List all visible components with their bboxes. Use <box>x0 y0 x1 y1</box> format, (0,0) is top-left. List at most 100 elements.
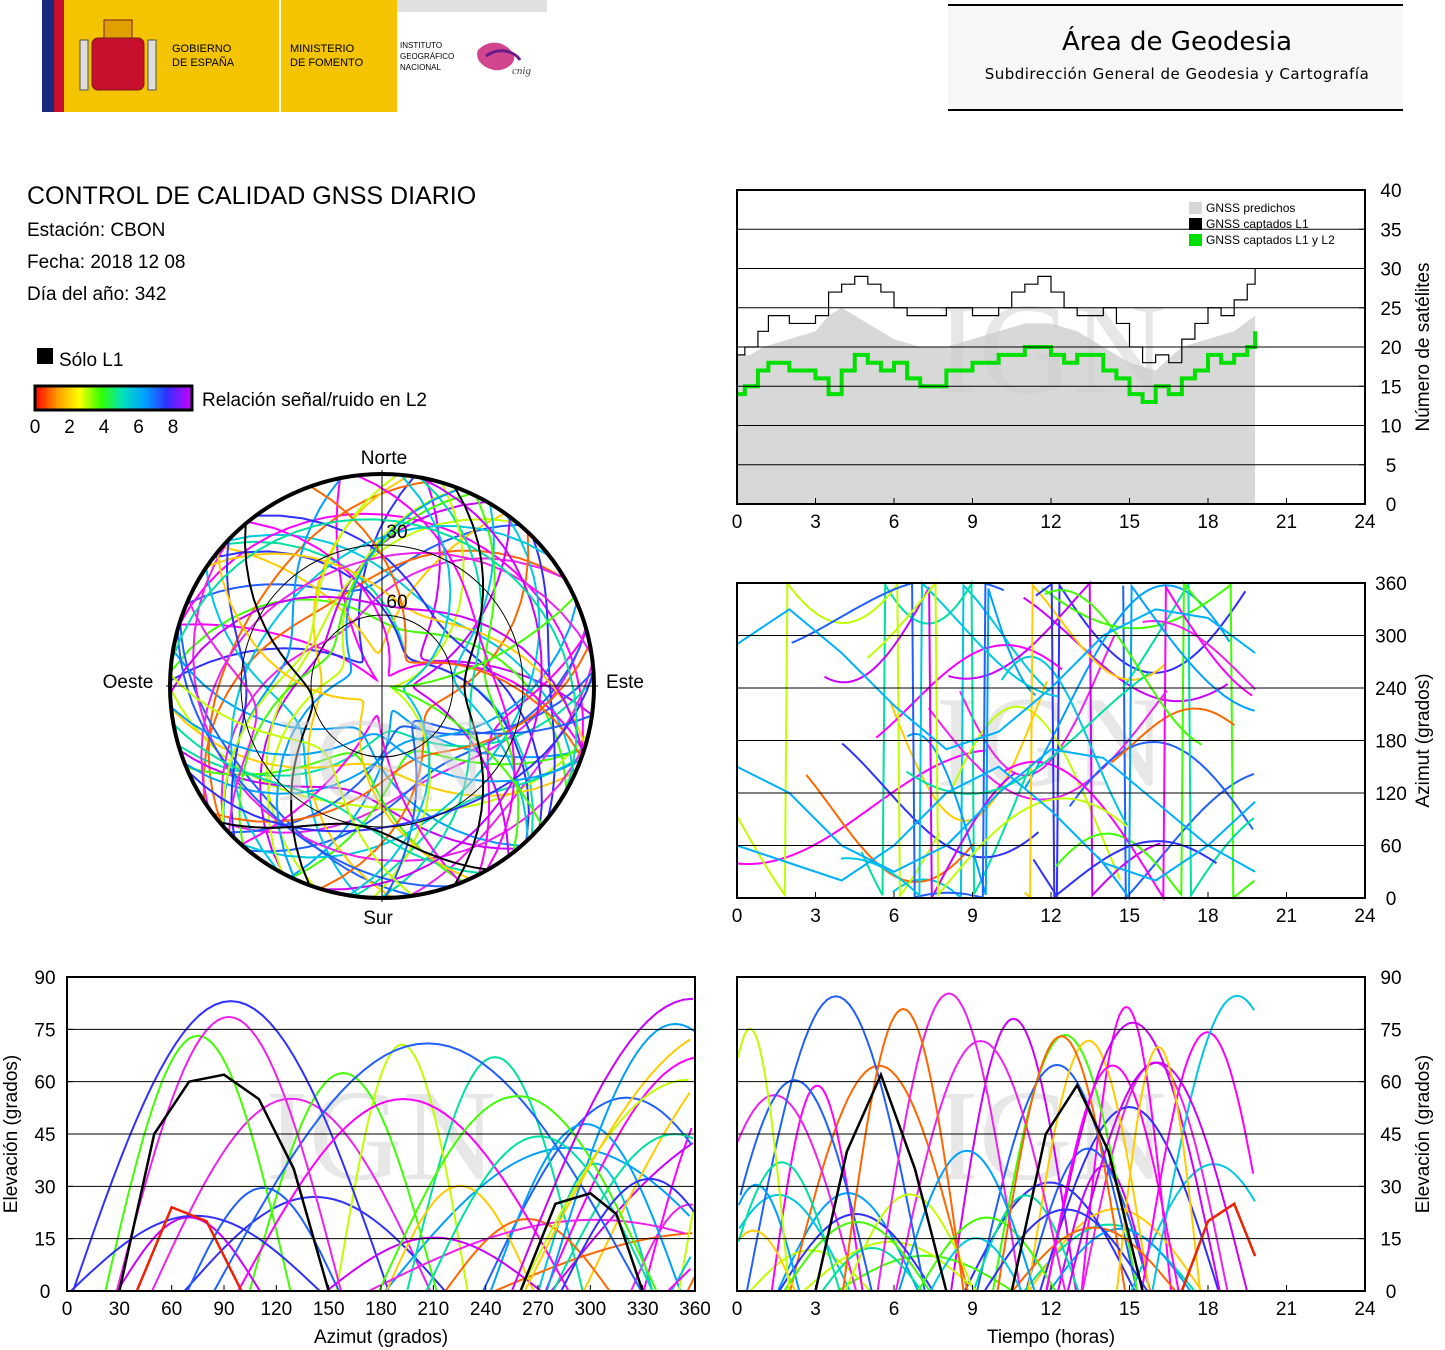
eltime-track <box>1045 1064 1180 1292</box>
x-tick-label: 12 <box>1040 512 1061 533</box>
y-tick-label: 240 <box>1375 679 1407 700</box>
elaz-track <box>368 1218 686 1292</box>
y-axis-label: Elevación (grados) <box>1413 1055 1434 1213</box>
elaz-track <box>116 1216 261 1292</box>
sky-track <box>309 485 583 758</box>
x-tick-label: 12 <box>1040 906 1061 927</box>
legend-swatch <box>1189 218 1202 230</box>
sky-track <box>238 492 472 846</box>
label-west: Oeste <box>103 672 154 693</box>
azimuth-track <box>1122 581 1255 899</box>
azimuth-track <box>1000 655 1129 826</box>
x-tick-label: 30 <box>109 1299 130 1320</box>
azimuth-track <box>1041 582 1255 900</box>
gov-line2: DE ESPAÑA <box>172 56 235 69</box>
azimuth-track <box>1035 581 1218 899</box>
azimuth-track <box>959 635 1116 777</box>
x-tick-label: 15 <box>1119 512 1140 533</box>
y-tick-label: 45 <box>34 1125 55 1146</box>
x-tick-label: 21 <box>1276 1299 1297 1320</box>
sky-track <box>289 709 585 879</box>
x-tick-label: 21 <box>1276 512 1297 533</box>
eltime-tracks <box>736 992 1257 1292</box>
x-axis-label: Azimut (grados) <box>314 1327 448 1348</box>
x-tick-label: 0 <box>732 1299 743 1320</box>
y-tick-label: 10 <box>1380 417 1401 438</box>
skyplot-tracks <box>170 474 594 898</box>
azimuth-track <box>840 580 1059 898</box>
gov-line1: GOBIERNO <box>172 43 232 55</box>
elaz-track <box>582 1091 691 1292</box>
snr-label: Relación señal/ruido en L2 <box>202 390 427 411</box>
eltime-track <box>739 1079 873 1292</box>
eltime-track <box>1048 1227 1192 1292</box>
sky-track <box>221 474 399 827</box>
x-tick-label: 210 <box>417 1299 449 1320</box>
eltime-track <box>929 1237 1023 1292</box>
label-east: Este <box>606 672 644 693</box>
x-tick-label: 3 <box>810 512 821 533</box>
snr-tick-label: 6 <box>133 417 144 438</box>
legend-label: GNSS predichos <box>1206 201 1295 215</box>
x-tick-label: 9 <box>967 1299 978 1320</box>
sky-track <box>170 707 577 797</box>
sky-track <box>178 678 594 777</box>
x-tick-label: 60 <box>161 1299 182 1320</box>
ign-line3: NACIONAL <box>400 63 441 72</box>
ring-label-60: 60 <box>386 592 407 613</box>
report-title: CONTROL DE CALIDAD GNSS DIARIO <box>27 182 476 210</box>
eltime-track <box>736 1094 858 1292</box>
sky-track <box>267 487 460 874</box>
sky-track <box>206 552 587 747</box>
eltime-track <box>841 1007 965 1292</box>
eltime-series-line <box>814 1071 948 1292</box>
sky-track <box>384 714 593 898</box>
sky-track <box>221 512 506 655</box>
y-tick-label: 60 <box>1380 837 1401 858</box>
series-l1l2-line <box>737 331 1258 404</box>
azimuth-track <box>841 742 1040 859</box>
sky-track <box>187 599 258 833</box>
elaz-track <box>115 1015 342 1292</box>
elaz-track <box>335 1043 469 1292</box>
x-tick-label: 90 <box>213 1299 234 1320</box>
station-label: Estación: CBON <box>27 220 165 241</box>
x-tick-label: 120 <box>260 1299 292 1320</box>
x-tick-label: 150 <box>313 1299 345 1320</box>
x-tick-label: 21 <box>1276 906 1297 927</box>
area-title: Área de Geodesia <box>1062 25 1292 57</box>
y-tick-label: 30 <box>1380 260 1401 281</box>
eltime-track <box>983 1208 1149 1292</box>
azimuth-track <box>1110 707 1236 764</box>
elaz-track <box>677 1202 696 1292</box>
y-tick-label: 0 <box>1386 889 1397 910</box>
x-tick-label: 3 <box>810 1299 821 1320</box>
azimuth-track <box>791 581 1005 900</box>
y-axis-label: Elevación (grados) <box>1 1055 22 1213</box>
x-tick-label: 6 <box>889 512 900 533</box>
eltime-track <box>894 1039 1067 1292</box>
eltime-track <box>1039 1105 1220 1292</box>
azimuth-series-line <box>736 608 1256 751</box>
eltime-track <box>976 1063 1138 1292</box>
x-tick-label: 270 <box>522 1299 554 1320</box>
eltime-track <box>991 1033 1139 1292</box>
legend-swatch <box>1189 234 1202 246</box>
eltime-track <box>844 1193 976 1292</box>
ign-line1: INSTITUTO <box>400 41 442 50</box>
azimuth-track <box>905 671 1151 795</box>
snr-tick-label: 4 <box>99 417 110 438</box>
sky-track <box>170 673 414 897</box>
azimuth-track <box>1142 619 1256 690</box>
plot-frame <box>736 189 1366 505</box>
sky-track <box>184 602 578 795</box>
y-tick-label: 0 <box>1386 495 1397 516</box>
x-tick-label: 0 <box>732 512 743 533</box>
ring-label-30: 30 <box>386 522 407 543</box>
eltime-track <box>783 1220 931 1292</box>
x-tick-label: 0 <box>732 906 743 927</box>
elaz-track <box>213 1042 643 1292</box>
